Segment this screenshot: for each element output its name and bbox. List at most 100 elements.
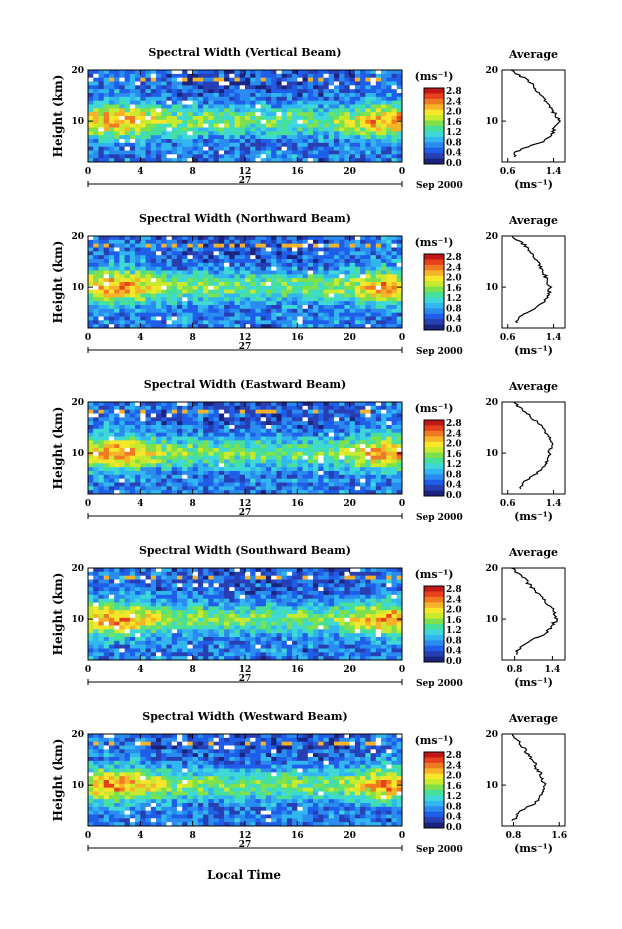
- heatmap-cell: [370, 77, 377, 82]
- heatmap-cell: [281, 278, 288, 283]
- heatmap-cell: [328, 455, 335, 460]
- heatmap-cell: [265, 135, 272, 140]
- heatmap-cell: [103, 73, 110, 79]
- heatmap-cell: [171, 308, 178, 314]
- heatmap-cell: [323, 305, 330, 310]
- x-tick-label: 20: [343, 333, 356, 343]
- heatmap-cell: [103, 116, 110, 121]
- heatmap-cell: [93, 591, 99, 596]
- heatmap-cell: [349, 73, 356, 79]
- heatmap-cell: [370, 251, 377, 256]
- heatmap-cell: [276, 405, 283, 411]
- heatmap-cell: [318, 448, 324, 453]
- heatmap-cell: [281, 251, 288, 256]
- heatmap-cell: [360, 139, 366, 144]
- heatmap-cell: [171, 583, 178, 588]
- heatmap-cell: [161, 467, 167, 472]
- heatmap-cell: [391, 266, 398, 271]
- heatmap-cell: [114, 116, 120, 121]
- heatmap-cell: [161, 640, 167, 646]
- heatmap-cell: [375, 127, 382, 132]
- heatmap-cell: [292, 262, 298, 268]
- heatmap-cell: [239, 432, 246, 437]
- heatmap-cell: [88, 459, 94, 464]
- heatmap-cell: [286, 112, 293, 117]
- heatmap-cell: [114, 490, 120, 495]
- heatmap-cell: [98, 610, 105, 615]
- heatmap-cell: [171, 73, 178, 79]
- heatmap-cell: [171, 100, 178, 105]
- heatmap-cell: [265, 455, 272, 460]
- heatmap-cell: [318, 116, 324, 121]
- heatmap-cell: [114, 259, 120, 264]
- heatmap-cell: [140, 598, 146, 603]
- heatmap-cell: [224, 259, 230, 264]
- heatmap-cell: [145, 478, 152, 483]
- heatmap-cell: [276, 158, 283, 163]
- heatmap-cell: [182, 150, 188, 155]
- heatmap-cell: [192, 297, 199, 302]
- heatmap-cell: [176, 251, 183, 256]
- heatmap-cell: [365, 255, 371, 260]
- heatmap-cell: [396, 274, 403, 279]
- heatmap-cell: [119, 93, 126, 98]
- heatmap-cell: [229, 239, 235, 245]
- heatmap-cell: [114, 96, 120, 102]
- heatmap-cell: [365, 77, 371, 82]
- colorbar-swatch: [424, 474, 444, 481]
- heatmap-cell: [171, 158, 178, 163]
- heatmap-cell: [98, 478, 105, 483]
- heatmap-cell: [161, 648, 167, 653]
- heatmap-cell: [365, 127, 371, 132]
- heatmap-cell: [365, 251, 371, 256]
- heatmap-cell: [375, 282, 382, 287]
- heatmap-cell: [281, 448, 288, 453]
- heatmap-cell: [333, 409, 340, 414]
- heatmap-cell: [260, 158, 267, 163]
- heatmap-cell: [161, 108, 167, 113]
- heatmap-cell: [197, 89, 204, 94]
- heatmap-cell: [239, 455, 246, 460]
- heatmap-cell: [381, 402, 387, 407]
- heatmap-cell: [161, 413, 167, 418]
- heatmap-cell: [192, 236, 199, 241]
- heatmap-cell: [182, 93, 188, 98]
- heatmap-cell: [119, 112, 126, 117]
- heatmap-cell: [203, 142, 209, 148]
- heatmap-cell: [271, 154, 277, 159]
- heatmap-cell: [119, 96, 126, 102]
- heatmap-cell: [292, 448, 298, 453]
- heatmap-cell: [339, 293, 345, 298]
- heatmap-cell: [360, 455, 366, 460]
- heatmap-cell: [140, 324, 146, 329]
- heatmap-cell: [182, 409, 188, 414]
- heatmap-cell: [108, 459, 115, 464]
- heatmap-cell: [129, 474, 136, 480]
- heatmap-cell: [88, 463, 94, 468]
- date-marker: 27: [239, 342, 252, 352]
- heatmap-cell: [271, 301, 277, 306]
- heatmap-cell: [281, 73, 288, 79]
- heatmap-cell: [250, 463, 256, 468]
- panel-2: Spectral Width (Northward Beam)1020Heigh…: [51, 212, 566, 357]
- heatmap-cell: [302, 421, 309, 426]
- heatmap-cell: [171, 444, 178, 449]
- heatmap-cell: [229, 243, 235, 248]
- heatmap-cell: [224, 131, 230, 136]
- heatmap-cell: [265, 402, 272, 407]
- heatmap-cell: [98, 154, 105, 159]
- heatmap-cell: [103, 135, 110, 140]
- heatmap-cell: [98, 471, 105, 476]
- heatmap-cell: [281, 104, 288, 109]
- heatmap-cell: [265, 482, 272, 487]
- heatmap-cell: [119, 123, 126, 128]
- heatmap-cell: [166, 402, 173, 407]
- heatmap-cell: [88, 255, 94, 260]
- heatmap-cell: [250, 467, 256, 472]
- heatmap-cell: [313, 150, 319, 155]
- heatmap-cell: [197, 451, 204, 457]
- heatmap-cell: [140, 591, 146, 596]
- heatmap-cell: [276, 289, 283, 294]
- heatmap-cell: [150, 621, 157, 626]
- heatmap-cell: [224, 297, 230, 302]
